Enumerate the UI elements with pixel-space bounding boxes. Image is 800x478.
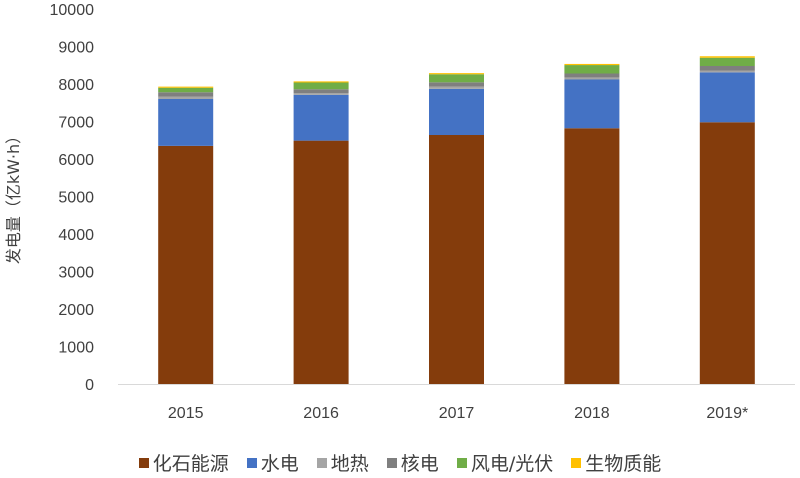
legend-label: 生物质能 — [585, 453, 662, 475]
legend-label: 水电 — [260, 453, 299, 475]
bar-segment-4-4 — [699, 57, 755, 66]
bar-segment-1-0 — [158, 99, 214, 146]
bar-segment-1-1 — [293, 94, 349, 141]
legend-item: 地热 — [316, 449, 369, 476]
bar-segment-3-1 — [293, 89, 349, 93]
legend: 化石能源 水电 地热 核电 风电/光伏 生物质能 — [0, 449, 800, 476]
legend-swatch-icon — [246, 457, 257, 468]
legend-swatch-icon — [138, 457, 149, 468]
legend-swatch-icon — [386, 457, 397, 468]
bar-segment-3-0 — [158, 92, 214, 97]
legend-item: 生物质能 — [571, 449, 661, 476]
legend-label: 核电 — [400, 453, 439, 475]
bar-segment-2-0 — [158, 96, 214, 99]
legend-swatch-icon — [456, 457, 467, 468]
y-tick-label: 9000 — [58, 40, 94, 57]
x-tick-label: 2016 — [303, 405, 339, 422]
y-tick-label: 0 — [85, 377, 94, 394]
x-tick-label: 2017 — [439, 405, 475, 422]
bar-segment-4-1 — [293, 82, 349, 90]
x-tick-label: 2015 — [168, 405, 204, 422]
bar-segment-4-0 — [158, 87, 214, 93]
bar-segment-1-3 — [564, 79, 620, 129]
bar-segment-3-3 — [564, 73, 620, 78]
bar-segment-5-1 — [293, 81, 349, 83]
bar-segment-1-2 — [429, 88, 484, 135]
y-tick-label: 2000 — [58, 302, 94, 319]
bar-segment-3-4 — [699, 66, 755, 71]
y-tick-label: 7000 — [58, 115, 94, 132]
bar-segment-2-4 — [699, 70, 755, 73]
legend-swatch-icon — [571, 457, 582, 468]
legend-swatch-icon — [316, 457, 327, 468]
y-tick-label: 1000 — [58, 340, 94, 357]
y-tick-label: 6000 — [58, 152, 94, 169]
bar-segment-0-1 — [293, 140, 349, 384]
legend-item: 风电/光伏 — [456, 449, 554, 476]
bar-segment-2-3 — [564, 77, 620, 80]
bar-segment-5-3 — [564, 63, 620, 66]
y-tick-label: 4000 — [58, 227, 94, 244]
legend-item: 水电 — [246, 449, 299, 476]
bar-segment-0-0 — [158, 145, 214, 384]
bar-segment-4-2 — [429, 74, 484, 83]
y-tick-label: 10000 — [50, 2, 95, 19]
legend-item: 化石能源 — [138, 449, 229, 476]
bar-segment-2-2 — [429, 86, 484, 89]
legend-label: 地热 — [330, 453, 369, 475]
legend-label: 化石能源 — [152, 453, 229, 475]
bar-segment-0-2 — [429, 135, 484, 384]
bar-segment-5-2 — [429, 73, 484, 75]
legend-label: 风电/光伏 — [470, 453, 554, 475]
bar-segment-3-2 — [429, 82, 484, 87]
bar-segment-2-1 — [293, 93, 349, 95]
bar-segment-5-4 — [699, 56, 755, 58]
y-tick-label: 8000 — [58, 77, 94, 94]
bar-segment-1-4 — [699, 72, 755, 123]
y-tick-label: 3000 — [58, 265, 94, 282]
bar-segment-0-4 — [699, 122, 755, 384]
x-tick-label: 2018 — [574, 405, 610, 422]
legend-item: 核电 — [386, 449, 439, 476]
bar-segment-0-3 — [564, 128, 620, 384]
x-tick-label: 2019* — [706, 405, 748, 422]
y-tick-label: 5000 — [58, 190, 94, 207]
bar-segment-4-3 — [564, 65, 620, 74]
y-axis-label: 发电量（亿kW·h） — [4, 128, 23, 264]
bar-segment-5-0 — [158, 86, 214, 88]
